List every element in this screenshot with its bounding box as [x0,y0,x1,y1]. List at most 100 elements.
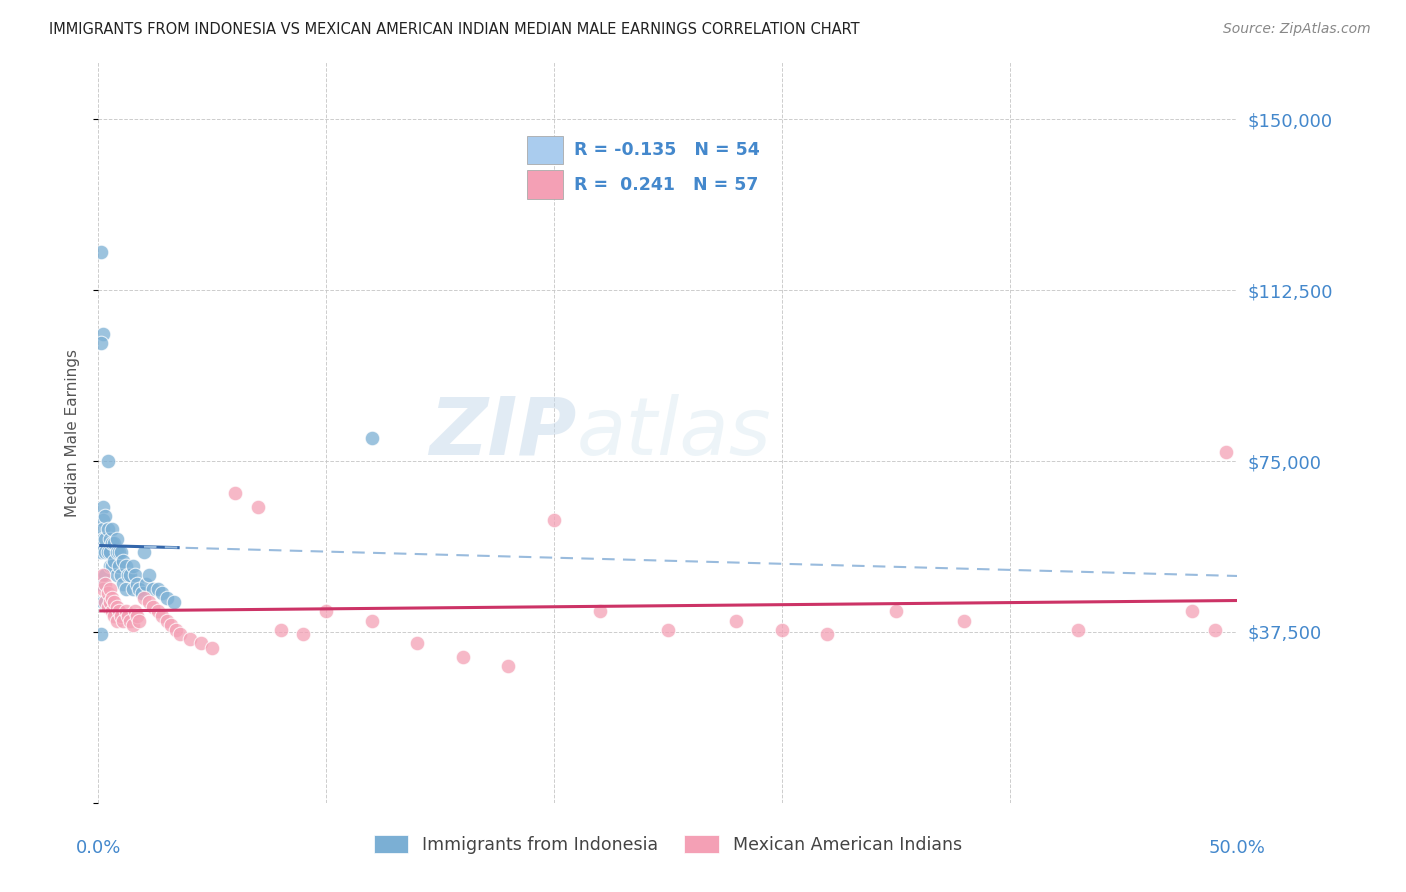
Point [94,545,117,559]
FancyBboxPatch shape [527,170,564,199]
Point [150,586,173,600]
Point [96,523,118,537]
Point [121,618,143,632]
Point [138,595,160,609]
Point [156,591,179,605]
Text: 50.0%: 50.0% [1209,839,1265,857]
Point [98,545,121,559]
Point [121,558,143,573]
Point [90,545,112,559]
Text: R = -0.135   N = 54: R = -0.135 N = 54 [574,141,759,159]
Point [124,568,146,582]
Point [114,558,136,573]
Point [451,650,474,665]
Point [270,623,292,637]
Point [127,609,149,624]
Point [292,627,315,641]
Point [543,513,565,527]
Point [96,586,118,600]
Point [135,577,157,591]
Point [103,595,125,609]
Point [114,582,136,596]
Point [132,545,155,559]
Point [112,577,135,591]
Point [101,523,124,537]
Point [105,614,128,628]
Point [360,431,382,445]
Point [90,244,112,259]
Point [98,558,121,573]
Text: ZIP: ZIP [429,393,576,472]
Point [165,623,187,637]
Point [105,532,128,546]
Point [108,558,131,573]
Point [162,595,184,609]
Point [98,582,121,596]
Point [110,609,132,624]
Point [156,614,179,628]
Point [105,545,128,559]
Point [101,591,124,605]
Text: atlas: atlas [576,393,772,472]
Point [94,508,117,523]
Point [110,568,132,582]
Point [201,640,224,655]
Point [1204,623,1226,637]
Point [1067,623,1090,637]
FancyBboxPatch shape [527,136,564,164]
Point [128,582,150,596]
Point [101,536,124,550]
Point [101,604,124,618]
Text: Source: ZipAtlas.com: Source: ZipAtlas.com [1223,22,1371,37]
Point [120,568,142,582]
Point [146,604,169,618]
Point [224,486,246,500]
Point [169,627,191,641]
Point [110,545,132,559]
Point [94,595,117,609]
Point [91,568,114,582]
Point [138,568,160,582]
Point [121,582,143,596]
Point [101,558,124,573]
Point [127,577,149,591]
Point [112,554,135,568]
Text: 0.0%: 0.0% [76,839,121,857]
Point [1181,604,1204,618]
Text: R =  0.241   N = 57: R = 0.241 N = 57 [574,176,758,194]
Point [657,623,679,637]
Point [588,604,610,618]
Point [124,604,146,618]
Point [498,659,520,673]
Point [146,582,169,596]
Point [360,614,382,628]
Point [91,500,114,514]
Point [94,532,117,546]
Point [160,618,183,632]
Point [98,532,121,546]
Point [103,536,125,550]
Point [953,614,976,628]
Point [131,586,153,600]
Point [815,627,838,641]
Point [132,591,155,605]
Text: IMMIGRANTS FROM INDONESIA VS MEXICAN AMERICAN INDIAN MEDIAN MALE EARNINGS CORREL: IMMIGRANTS FROM INDONESIA VS MEXICAN AME… [49,22,860,37]
Point [94,577,117,591]
Point [103,554,125,568]
Point [108,604,131,618]
Point [91,523,114,537]
Point [770,623,793,637]
Point [179,632,201,646]
Legend: Immigrants from Indonesia, Mexican American Indians: Immigrants from Indonesia, Mexican Ameri… [367,828,969,861]
Point [105,568,128,582]
Point [91,513,114,527]
Point [120,614,142,628]
Point [114,604,136,618]
Point [406,636,429,650]
Point [98,595,121,609]
Point [108,545,131,559]
Point [90,335,112,350]
Point [246,500,269,514]
Point [884,604,907,618]
Point [315,604,337,618]
